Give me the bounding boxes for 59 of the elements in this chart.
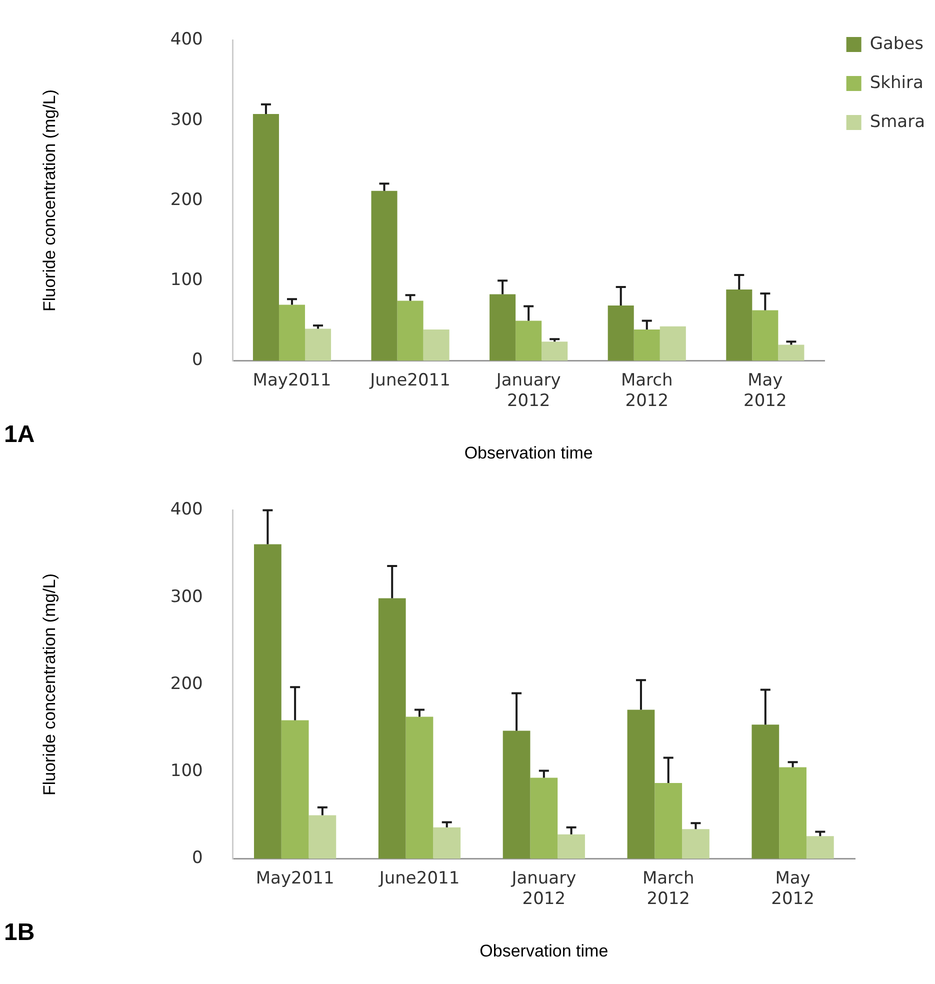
x-tick-label: March 2012 [642, 868, 694, 909]
y-tick-label: 400 [170, 500, 203, 520]
bar [654, 782, 682, 859]
bar [502, 730, 530, 859]
bar [423, 330, 450, 361]
x-tick-label: May 2012 [744, 370, 787, 411]
y-tick-label: 300 [170, 110, 203, 130]
x-tick-label: June2011 [378, 868, 460, 888]
bar [281, 720, 309, 859]
bar [433, 827, 461, 859]
bar [530, 778, 558, 859]
x-tick-label: May2011 [256, 868, 334, 888]
y-tick-label: 300 [170, 586, 203, 607]
bar [308, 815, 336, 859]
y-tick-label: 0 [192, 848, 203, 868]
bar [558, 834, 585, 859]
text: 1B [4, 919, 35, 946]
bar [406, 716, 434, 859]
x-tick-label: May2011 [252, 370, 332, 390]
y-axis-title: Fluoride concentration (mg/L) [40, 89, 59, 312]
y-tick-label: 100 [170, 761, 203, 782]
bar [516, 320, 542, 361]
bar [682, 829, 710, 859]
bar [378, 598, 406, 859]
bar [752, 724, 780, 859]
x-tick-label: March 2012 [620, 370, 673, 411]
x-tick-label: January 2012 [510, 868, 576, 909]
x-tick-label: May 2012 [771, 868, 814, 909]
bar [627, 710, 655, 859]
bar [371, 190, 398, 361]
legend-label: Skhira [870, 72, 924, 93]
bar [726, 289, 752, 361]
bar [779, 767, 806, 859]
bar [778, 344, 804, 361]
bar [660, 326, 686, 361]
bar [252, 114, 279, 361]
x-axis-title: Observation time [480, 941, 608, 960]
x-tick-label: January 2012 [495, 370, 561, 411]
x-axis-title: Observation time [464, 443, 593, 462]
x-tick-label: June2011 [369, 370, 450, 390]
bar [806, 836, 834, 859]
bar [278, 304, 306, 361]
legend-label: Gabes [870, 34, 924, 54]
bar [254, 544, 282, 859]
bar [752, 310, 778, 361]
bar [490, 294, 516, 361]
bar [608, 305, 634, 361]
y-tick-label: 200 [170, 674, 203, 694]
y-tick-label: 400 [170, 30, 203, 50]
y-tick-label: 0 [192, 350, 203, 370]
bar [305, 328, 332, 361]
bar [542, 342, 568, 361]
y-tick-label: 200 [170, 190, 203, 210]
text: 1A [4, 421, 35, 448]
legend-label: Smara [870, 112, 926, 132]
bar [634, 330, 660, 361]
y-tick-label: 100 [170, 270, 203, 290]
bar [397, 300, 424, 361]
y-axis-title: Fluoride concentration (mg/L) [40, 573, 59, 796]
